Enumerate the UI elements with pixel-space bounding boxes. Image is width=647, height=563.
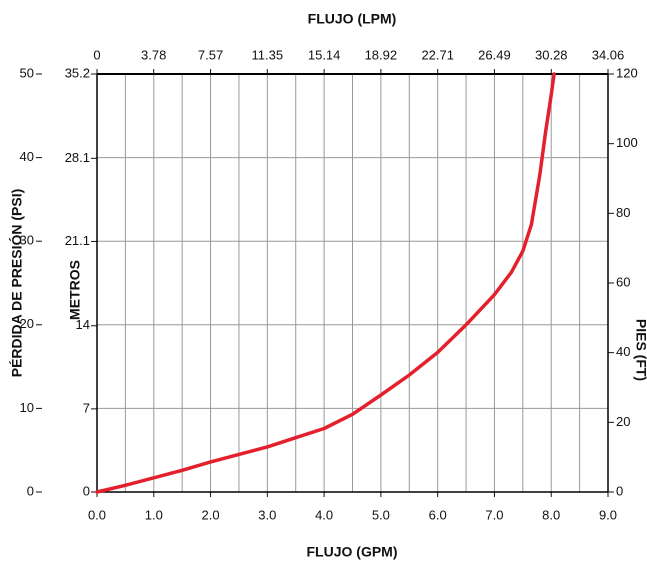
x2-tick-label: 22.71	[421, 47, 454, 62]
y-tick-label: 10	[20, 400, 34, 415]
x-tick-label: 4.0	[315, 507, 333, 522]
y2-tick-label: 120	[616, 65, 638, 80]
y-metros-tick-label: 14	[76, 317, 90, 332]
x-tick-label: 3.0	[258, 507, 276, 522]
x2-tick-label: 3.78	[141, 47, 166, 62]
y-metros-tick-label: 28.1	[65, 150, 90, 165]
y2-tick-label: 60	[616, 274, 630, 289]
x2-tick-label: 30.28	[535, 47, 568, 62]
x-tick-label: 6.0	[429, 507, 447, 522]
x-tick-label: 8.0	[542, 507, 560, 522]
y2-tick-label: 100	[616, 135, 638, 150]
x2-tick-label: 15.14	[308, 47, 341, 62]
y-metros-tick-label: 21.1	[65, 233, 90, 248]
y-tick-label: 30	[20, 233, 34, 248]
y-metros-title: METROS	[67, 260, 83, 320]
y2-tick-label: 80	[616, 205, 630, 220]
x2-axis-title: FLUJO (LPM)	[308, 11, 397, 27]
y-tick-label: 20	[20, 316, 34, 331]
y-metros-tick-label: 0	[83, 483, 90, 498]
x-tick-label: 1.0	[145, 507, 163, 522]
y-tick-label: 50	[20, 65, 34, 80]
x2-tick-label: 18.92	[365, 47, 398, 62]
x-axis-title: FLUJO (GPM)	[307, 544, 398, 560]
y-tick-label: 0	[27, 483, 34, 498]
x-tick-label: 7.0	[485, 507, 503, 522]
y-tick-label: 40	[20, 149, 34, 164]
x-tick-label: 9.0	[599, 507, 617, 522]
x-tick-label: 5.0	[372, 507, 390, 522]
x-tick-label: 2.0	[202, 507, 220, 522]
x2-tick-label: 26.49	[478, 47, 511, 62]
x-tick-label: 0.0	[88, 507, 106, 522]
y2-tick-label: 40	[616, 344, 630, 359]
data-line	[95, 72, 556, 494]
y-metros-tick-label: 7	[83, 400, 90, 415]
y-metros-tick-label: 35.2	[65, 65, 90, 80]
y2-tick-label: 20	[616, 414, 630, 429]
y2-axis-title: PIES (FT)	[633, 319, 647, 381]
x2-tick-label: 7.57	[198, 47, 223, 62]
y2-tick-label: 0	[616, 483, 623, 498]
x2-tick-label: 11.35	[251, 47, 283, 62]
x2-tick-label: 34.06	[592, 47, 625, 62]
y-axis-title: PÉRDIDA DE PRESIÓN (PSI)	[8, 189, 25, 378]
x2-tick-label: 0	[93, 47, 100, 62]
